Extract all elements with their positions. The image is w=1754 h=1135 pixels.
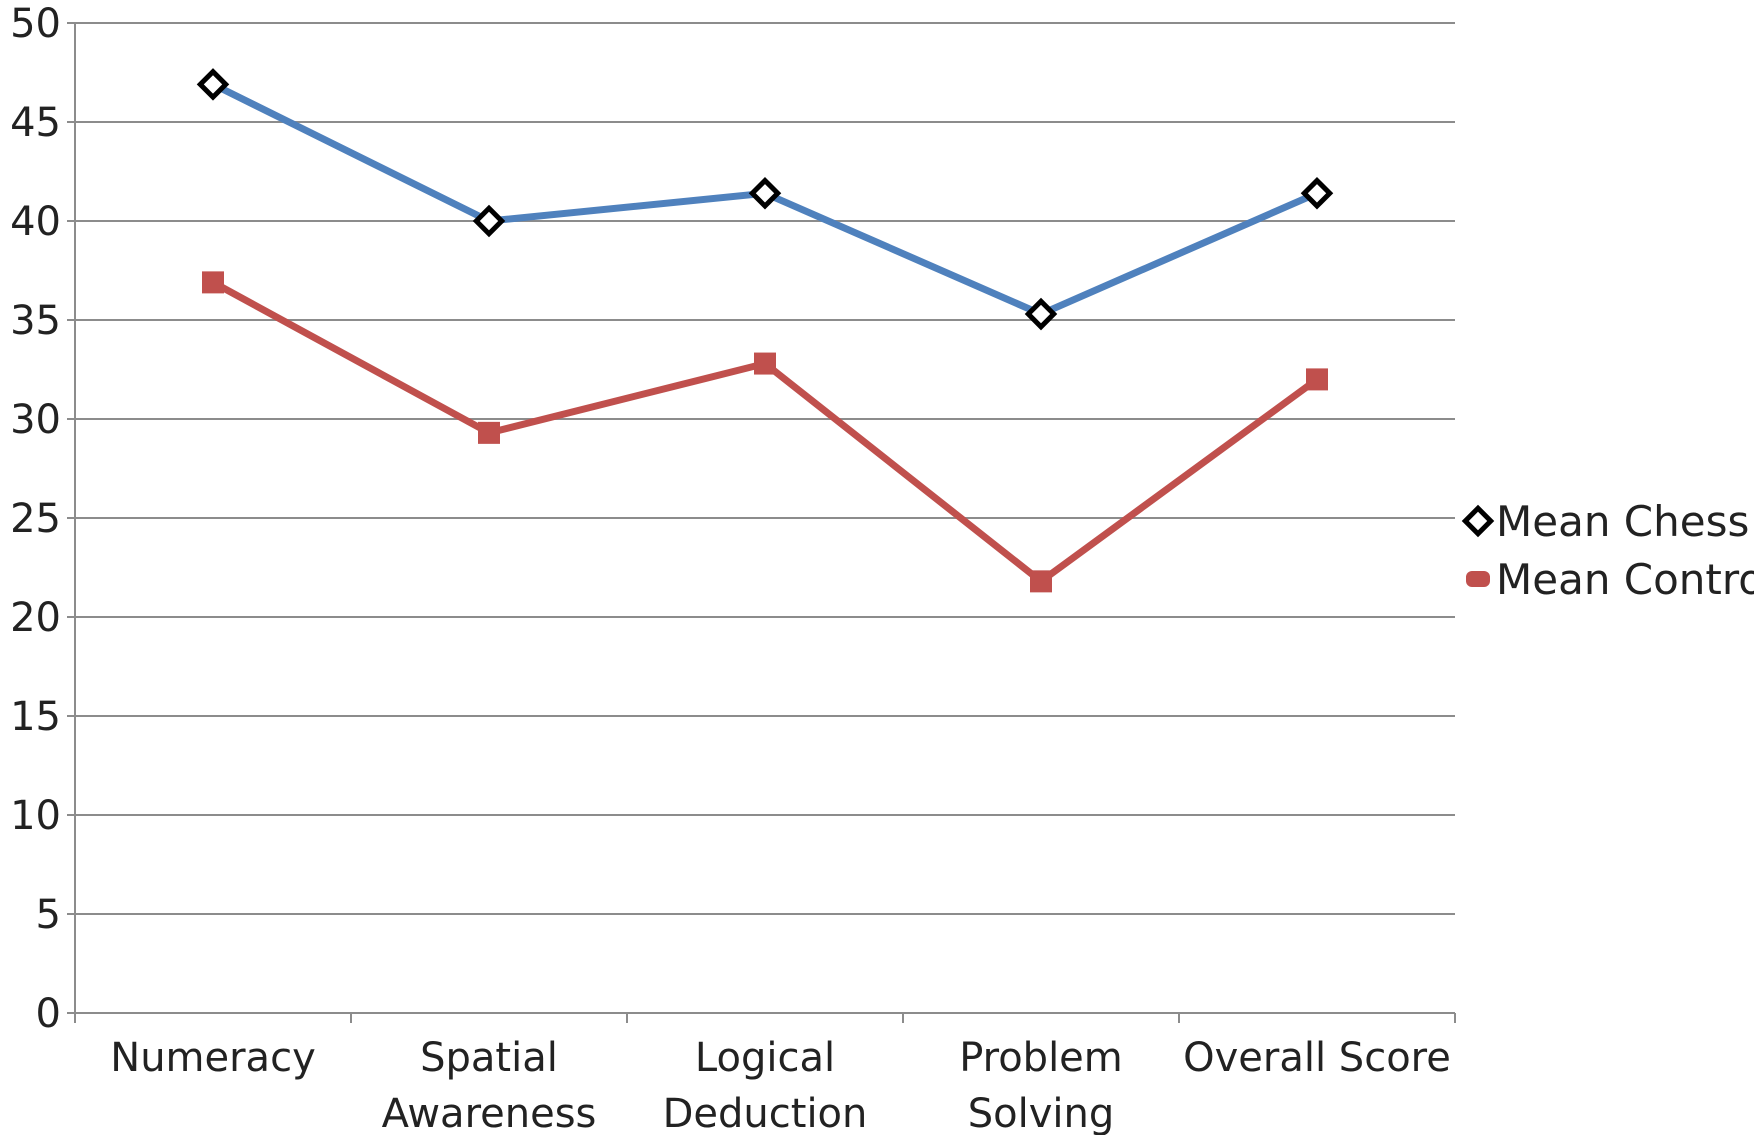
data-point-mean-chess — [196, 68, 230, 101]
x-tick-label-line: Problem — [959, 1035, 1123, 1081]
data-point-mean-chess — [748, 177, 782, 210]
y-tick-label: 0 — [36, 991, 61, 1037]
legend-marker-control — [1466, 571, 1490, 587]
x-tick-label-line: Awareness — [382, 1091, 597, 1135]
x-tick-label: Numeracy — [110, 1035, 315, 1081]
x-tick-label: Spatial Awareness — [382, 1035, 597, 1135]
x-tick-label-line: Deduction — [663, 1091, 868, 1135]
x-tick-label: Overall Score — [1183, 1035, 1451, 1081]
data-point-mean-chess — [1300, 177, 1334, 210]
series-group — [196, 68, 1334, 593]
y-tick-label: 50 — [10, 1, 61, 47]
y-tick-label: 10 — [10, 793, 61, 839]
data-point-mean-control — [1306, 368, 1328, 391]
data-point-mean-chess — [472, 204, 506, 238]
legend-marker-chess — [1461, 504, 1495, 538]
x-tick-label-line: Numeracy — [110, 1035, 315, 1081]
x-tick-label-line: Overall Score — [1183, 1035, 1451, 1081]
x-tick-label: Logical Deduction — [663, 1035, 868, 1135]
x-tick-label-line: Spatial — [420, 1035, 558, 1081]
y-tick-label: 40 — [10, 199, 61, 245]
axes — [67, 22, 1456, 1023]
legend-item-chess: Mean Chess — [1461, 497, 1749, 546]
y-axis-tick-labels: 0 5 10 15 20 25 30 35 40 45 50 — [10, 1, 61, 1037]
data-point-mean-control — [478, 421, 500, 444]
legend: Mean Chess Mean Control — [1461, 497, 1754, 604]
legend-item-control: Mean Control — [1466, 555, 1754, 604]
y-tick-label: 30 — [10, 397, 61, 443]
series-line-mean-control — [209, 278, 1321, 585]
data-point-mean-control — [1030, 570, 1052, 593]
legend-label-control: Mean Control — [1496, 555, 1754, 604]
y-tick-label: 15 — [10, 694, 61, 740]
x-tick-label: Problem Solving — [959, 1035, 1123, 1135]
gridlines — [75, 22, 1455, 915]
legend-label-chess: Mean Chess — [1496, 497, 1749, 546]
x-tick-label-line: Logical — [695, 1035, 835, 1081]
data-point-mean-control — [202, 271, 224, 294]
y-tick-label: 45 — [10, 100, 61, 146]
y-tick-label: 25 — [10, 496, 61, 542]
data-point-mean-chess — [1024, 297, 1058, 331]
y-tick-label: 20 — [10, 595, 61, 641]
x-axis-tick-labels: Numeracy Spatial Awareness Logical Deduction… — [110, 1035, 1451, 1135]
y-tick-label: 5 — [36, 892, 61, 938]
x-tick-label-line: Solving — [968, 1091, 1115, 1135]
y-tick-label: 35 — [10, 298, 61, 344]
data-point-mean-control — [754, 352, 776, 375]
